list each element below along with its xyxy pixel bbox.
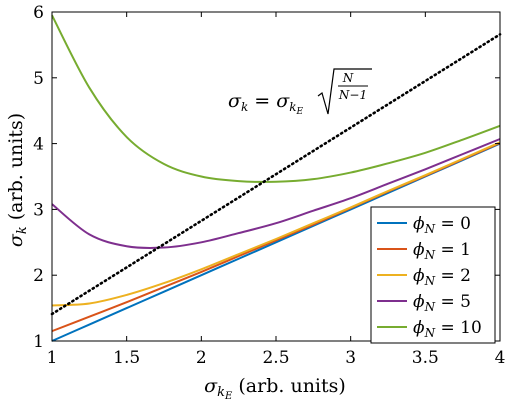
annotation-denominator: N−1 (338, 88, 367, 102)
y-tick-label: 6 (33, 3, 44, 23)
x-tick-label: 3.5 (412, 348, 439, 368)
x-tick-label: 4 (495, 348, 506, 368)
annotation-eq: = (248, 90, 276, 112)
legend: ϕN = 0 ϕN = 1 ϕN = 2 ϕN = 5 ϕN = 10 (370, 206, 496, 344)
x-axis-label-sub: k (217, 385, 225, 400)
y-axis-label: σk (arb. units) (5, 113, 30, 247)
legend-label-2: ϕN = 2 (413, 266, 471, 288)
x-axis-label-subsub: E (224, 391, 233, 402)
x-tick-label: 2 (196, 348, 207, 368)
y-axis-label-sub: k (15, 226, 30, 234)
legend-label-1: ϕN = 1 (413, 240, 471, 262)
series-layer (50, 14, 502, 342)
y-tick-label: 5 (33, 69, 44, 89)
x-tick-label: 1 (47, 348, 58, 368)
y-tick-label: 4 (33, 135, 44, 155)
annotation-lhs-symbol: σ (228, 90, 242, 112)
x-tick-label: 2.5 (262, 348, 289, 368)
y-tick-label: 1 (33, 332, 44, 352)
annotation-formula: σk = σkE N N−1 (228, 68, 372, 117)
x-tick-label: 1.5 (113, 348, 140, 368)
annotation-rhs-subsub: E (296, 107, 304, 117)
x-axis-label-units: (arb. units) (232, 375, 345, 397)
legend-label-3: ϕN = 5 (413, 292, 471, 314)
annotation-lhs: σk = σkE (228, 90, 304, 117)
x-axis-label-symbol: σ (204, 375, 218, 397)
legend-label-4: ϕN = 10 (413, 318, 482, 340)
annotation-rhs-symbol: σ (276, 90, 290, 112)
y-tick-label: 3 (33, 200, 44, 220)
x-axis-label: σkE (arb. units) (204, 375, 346, 402)
series-line-4 (51, 14, 501, 183)
annotation-sqrt-sign (317, 68, 372, 115)
y-axis-label-units: (arb. units) (5, 113, 27, 226)
series-line-2 (51, 141, 501, 307)
y-axis-label-symbol: σ (5, 233, 27, 247)
reference-line (50, 33, 502, 316)
axes-layer: 1 1.5 2 2.5 3 3.5 4 1 2 3 4 5 6 (33, 3, 505, 368)
x-tick-label: 3 (345, 348, 356, 368)
y-tick-label: 2 (33, 266, 44, 286)
annotation-lhs-sub: k (241, 100, 248, 114)
legend-label-0: ϕN = 0 (413, 214, 471, 236)
annotation-rhs-sub: k (289, 100, 296, 114)
annotation-numerator: N (342, 71, 354, 85)
series-line-3 (51, 138, 501, 250)
